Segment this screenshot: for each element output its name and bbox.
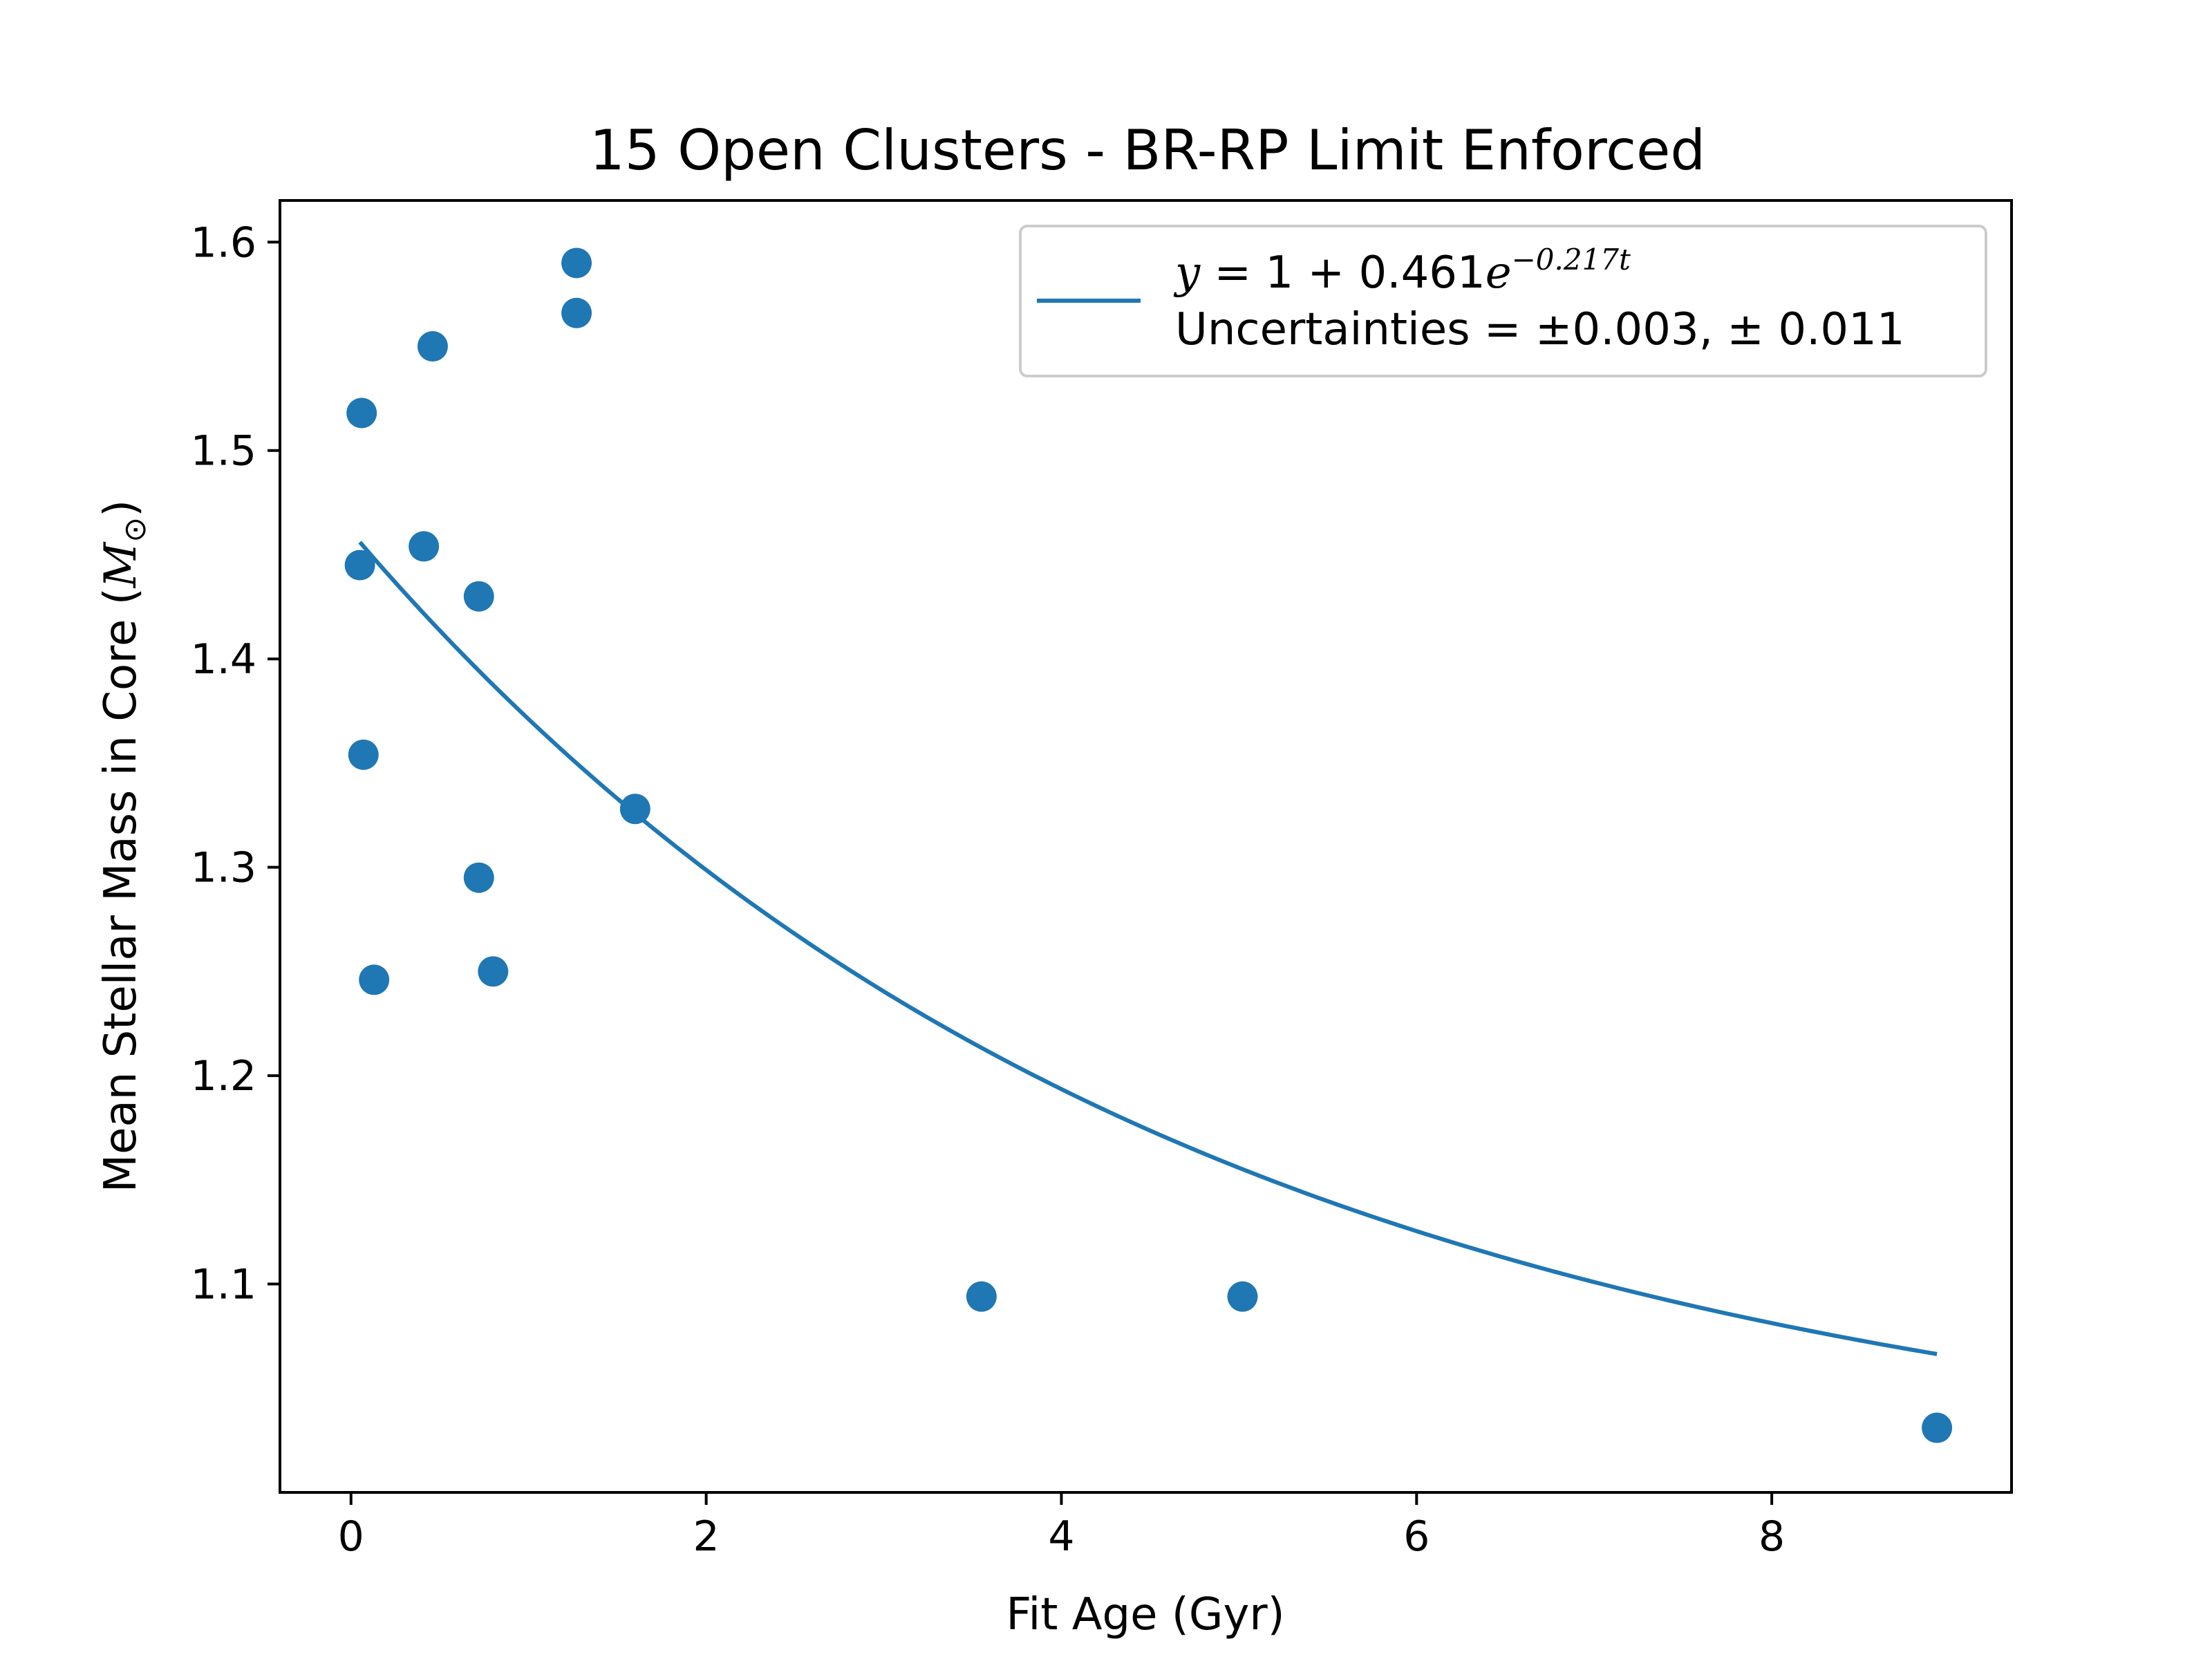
y-axis-label-close: )	[95, 500, 147, 517]
data-point-1	[346, 397, 377, 429]
x-tick-label: 6	[1403, 1512, 1430, 1561]
legend-uncertainties: Uncertainties = ±0.003, ± 0.011	[1175, 304, 1905, 355]
y-axis-label-text: Mean Stellar Mass in Core (	[95, 588, 147, 1192]
x-axis-label: Fit Age (Gyr)	[1006, 1589, 1284, 1640]
data-point-5	[409, 531, 440, 562]
y-axis-label-subscript: ⊙	[118, 517, 153, 543]
data-point-8	[463, 862, 494, 893]
data-point-4	[359, 964, 390, 995]
legend: y = 1 + 0.461e−0.217t Uncertainties = ±0…	[1019, 225, 1987, 377]
data-point-2	[344, 550, 375, 581]
legend-equation-exponent: −0.217t	[1512, 243, 1631, 276]
y-tick-label: 1.2	[191, 1052, 256, 1100]
data-point-13	[966, 1281, 997, 1312]
y-tick-label: 1.4	[191, 635, 256, 684]
legend-equation: y = 1 + 0.461e−0.217t	[1173, 243, 1631, 299]
legend-equation-middle: = 1 + 0.461	[1200, 247, 1485, 299]
data-point-12	[619, 794, 650, 825]
data-point-14	[1227, 1281, 1258, 1312]
x-tick-label: 0	[338, 1512, 364, 1561]
x-tick-label: 2	[693, 1512, 720, 1561]
data-point-15	[1922, 1412, 1953, 1443]
y-axis: 1.1 1.2 1.3 1.4 1.5 1.6	[191, 218, 280, 1309]
legend-equation-lhs: y	[1173, 247, 1201, 299]
data-point-9	[478, 956, 509, 987]
y-tick-label: 1.6	[191, 218, 256, 267]
y-tick-label: 1.1	[191, 1261, 256, 1309]
plot-marks	[344, 247, 1953, 1443]
y-tick-label: 1.3	[191, 844, 256, 892]
data-point-3	[348, 739, 379, 770]
y-tick-label: 1.5	[191, 427, 256, 476]
y-axis-label-symbol: M	[95, 541, 147, 588]
data-point-7	[463, 581, 494, 612]
x-axis: 0 2 4 6 8	[338, 1492, 1785, 1561]
legend-equation-e: e	[1485, 247, 1512, 299]
data-point-6	[417, 331, 448, 362]
y-axis-label: Mean Stellar Mass in Core (M⊙)	[95, 500, 153, 1192]
chart-title: 15 Open Clusters - BR-RP Limit Enforced	[590, 118, 1705, 182]
x-tick-label: 4	[1048, 1512, 1074, 1561]
x-tick-label: 8	[1759, 1512, 1785, 1561]
legend-box	[1019, 225, 1987, 377]
data-point-10	[561, 247, 592, 279]
plot-frame	[279, 199, 2013, 1494]
data-point-11	[561, 297, 592, 328]
